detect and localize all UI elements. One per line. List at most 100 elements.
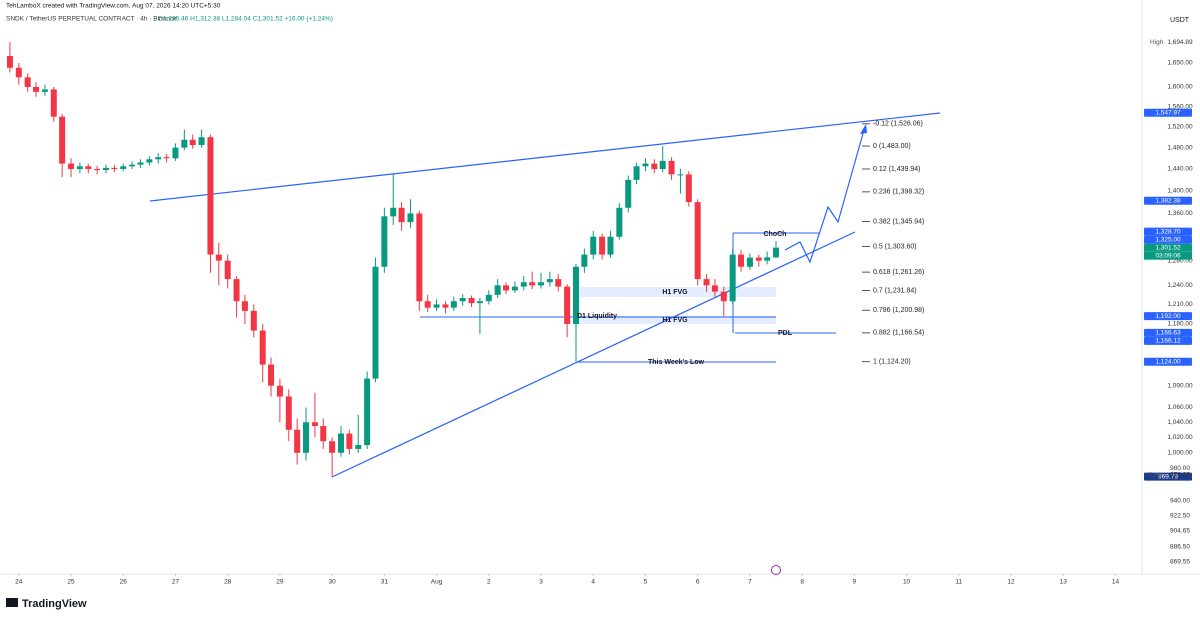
annotation: PDL <box>778 330 793 337</box>
y-tick-label: 940.00 <box>1170 498 1190 505</box>
candle-body <box>120 166 127 169</box>
price-badge <box>1144 243 1192 252</box>
marker-text: Low <box>1150 471 1162 478</box>
candle-body <box>94 168 101 171</box>
candle-body <box>503 285 510 291</box>
annotation: ChoCh <box>764 231 787 238</box>
logo-icon <box>6 598 18 607</box>
price-badge <box>1144 472 1192 481</box>
candle-body <box>625 179 632 208</box>
annotation: H1 FVG <box>662 289 688 296</box>
author-line: TehLamboX created with TradingView.com, … <box>6 3 221 10</box>
candle-body <box>294 429 301 453</box>
candle-body <box>659 160 666 169</box>
annotation: H1 FVG <box>662 317 688 324</box>
candle-body <box>485 294 492 302</box>
x-tick-label: 14 <box>1112 579 1120 586</box>
candle-body <box>442 304 449 308</box>
candle-body <box>607 236 614 255</box>
candle-body <box>285 396 292 430</box>
y-tick-label: 1,280.00 <box>1167 257 1193 264</box>
candle-body <box>390 207 397 217</box>
candle-body <box>85 166 92 169</box>
event-icon <box>771 565 781 575</box>
candle-body <box>59 116 66 164</box>
price-badge-label: 1,166.63 <box>1155 330 1181 337</box>
footer-logo: TradingView <box>22 598 87 610</box>
candle-body <box>129 164 136 167</box>
candle-body <box>41 89 48 92</box>
candle-body <box>355 445 362 449</box>
x-tick-label: 27 <box>172 579 180 586</box>
y-tick-label: 980.00 <box>1170 465 1190 472</box>
fib-label: 0.5 (1,303.60) <box>873 243 917 250</box>
candle-body <box>476 301 483 304</box>
candle-body <box>224 260 231 280</box>
candle-body <box>381 216 388 267</box>
candle-body <box>198 137 205 146</box>
candle-body <box>450 301 457 308</box>
fvg-zone <box>578 316 776 324</box>
y-tick-label: 904.65 <box>1170 528 1190 535</box>
fib-label: 1 (1,124.20) <box>873 359 911 366</box>
candle-body <box>694 202 701 280</box>
x-tick-label: 11 <box>955 579 962 586</box>
candle-body <box>755 257 762 261</box>
candle-body <box>642 163 649 167</box>
x-tick-label: 13 <box>1060 579 1068 586</box>
candle-body <box>76 166 83 169</box>
fib-label: 0.786 (1,200.98) <box>873 307 924 314</box>
candle-body <box>729 254 736 302</box>
y-tick-label: 1,360.00 <box>1167 210 1193 217</box>
candle-body <box>364 378 371 446</box>
candle-body <box>50 89 57 117</box>
price-badge <box>1144 196 1192 205</box>
candle-body <box>520 282 527 287</box>
candle-body <box>24 77 31 87</box>
price-badge-label: 1,328.70 <box>1155 228 1181 235</box>
candle-body <box>555 279 562 287</box>
marker-price: 972.20 <box>1170 471 1190 478</box>
candle-body <box>738 254 745 267</box>
candle-body <box>155 157 162 160</box>
x-tick-label: 6 <box>696 579 700 586</box>
fib-label: -0.12 (1,526.06) <box>873 121 923 128</box>
candle-body <box>338 433 345 453</box>
y-tick-label: 1,480.00 <box>1167 144 1193 151</box>
price-badge-label: 1,124.00 <box>1155 359 1181 366</box>
candle-body <box>494 285 501 295</box>
x-tick-label: 8 <box>800 579 804 586</box>
price-badge-label: 1,192.00 <box>1155 313 1181 320</box>
x-tick-label: 31 <box>381 579 389 586</box>
x-tick-label: 28 <box>224 579 232 586</box>
candle-body <box>146 159 153 163</box>
candle-body <box>233 279 240 302</box>
annotation: This Week's Low <box>648 359 705 366</box>
y-tick-label: 1,400.00 <box>1167 188 1193 195</box>
candle-body <box>163 157 170 159</box>
trend-line <box>149 112 941 202</box>
symbol: SNDK / TetherUS PERPETUAL CONTRACT · 4h … <box>6 16 177 23</box>
countdown-label: 03:09:06 <box>1155 252 1181 259</box>
x-tick-label: 2 <box>487 579 491 586</box>
candle-body <box>172 147 179 159</box>
candle-body <box>764 257 771 261</box>
x-tick-label: 3 <box>539 579 543 586</box>
marker-price: 1,694.89 <box>1167 39 1193 46</box>
y-tick-label: 1,240.00 <box>1167 282 1193 289</box>
price-badge <box>1144 108 1192 117</box>
x-tick-label: 5 <box>644 579 648 586</box>
candle-body <box>68 163 75 169</box>
y-tick-label: 869.55 <box>1170 558 1190 565</box>
candle-body <box>590 236 597 255</box>
x-tick-label: 9 <box>853 579 857 586</box>
price-badge <box>1144 227 1192 236</box>
candle-body <box>546 279 553 283</box>
y-tick-label: 1,020.00 <box>1167 434 1193 441</box>
y-tick-label: 886.50 <box>1170 543 1190 550</box>
y-tick-label: 1,650.00 <box>1167 60 1193 67</box>
candle-body <box>398 207 405 223</box>
price-badge <box>1144 328 1192 337</box>
candle-body <box>268 364 275 386</box>
